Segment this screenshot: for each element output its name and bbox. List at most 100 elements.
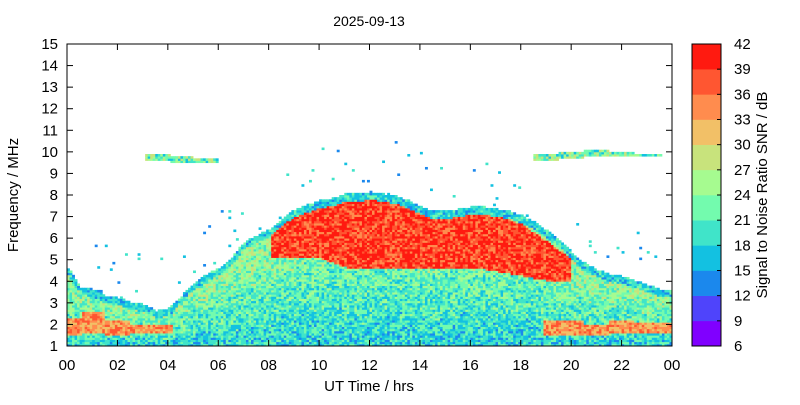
heatmap-cell [119,341,123,345]
heatmap-cell [160,313,164,317]
heatmap-cell [319,205,322,209]
heatmap-cell [117,317,121,321]
heatmap-cell [233,324,237,327]
heatmap-cell [326,264,330,267]
heatmap-cell [94,302,98,306]
heatmap-cell [99,330,103,334]
heatmap-cell [361,235,365,239]
heatmap-cell [230,309,234,312]
heatmap-cell [251,333,254,336]
heatmap-cell [87,287,91,291]
heatmap-cell [319,255,322,258]
heatmap-cell [298,214,302,217]
heatmap-cell [167,158,171,161]
heatmap-cell [349,246,353,250]
heatmap-cell [109,307,113,310]
heatmap-cell [213,276,217,280]
heatmap-cell [72,313,75,317]
heatmap-cell [356,246,360,250]
heatmap-cell [271,311,275,315]
heatmap-cell [235,317,239,321]
heatmap-cell [331,255,335,258]
heatmap-cell [185,311,189,315]
heatmap-cell [273,337,277,340]
heatmap-cell [215,322,219,325]
heatmap-cell [356,311,360,315]
heatmap-cell [137,324,141,327]
heatmap-cell [296,296,300,299]
heatmap-cell [193,294,196,297]
heatmap-cell [215,335,219,338]
heatmap-cell [215,283,219,286]
heatmap-cell [150,324,154,327]
heatmap-cell [240,300,244,304]
heatmap-cell [89,337,93,340]
heatmap-cell [203,315,207,319]
heatmap-cell [288,309,292,312]
heatmap-cell [291,341,295,345]
heatmap-cell [293,214,297,217]
heatmap-cell [145,311,149,315]
heatmap-cell [354,264,358,267]
heatmap-cell [97,339,101,343]
heatmap-cell [132,322,136,325]
heatmap-cell [175,160,179,164]
heatmap-cell [172,341,176,345]
heatmap-cell [303,341,307,345]
heatmap-cell [235,322,239,325]
heatmap-cell [230,287,234,291]
heatmap-cell [334,272,338,276]
heatmap-cell [301,233,305,237]
heatmap-cell [235,320,239,323]
heatmap-cell [263,246,267,250]
heatmap-cell [87,333,91,336]
heatmap-cell [109,339,113,343]
heatmap-cell [200,289,204,293]
heatmap-cell [273,259,277,263]
heatmap-cell [142,324,146,327]
heatmap-cell [359,253,363,256]
heatmap-cell [326,246,330,250]
heatmap-cell [205,330,209,334]
heatmap-cell [117,330,121,334]
heatmap-cell [306,216,310,220]
heatmap-cell [127,328,131,332]
heatmap-cell [296,324,300,327]
heatmap-cell [112,326,116,330]
heatmap-cell [351,298,355,302]
heatmap-cell [291,261,295,265]
heatmap-cell [356,210,360,213]
heatmap-cell [334,240,338,243]
heatmap-cell [67,296,70,299]
heatmap-cell [329,292,333,295]
heatmap-cell [225,270,229,274]
heatmap-cell [339,240,343,243]
heatmap-cell [160,333,164,336]
heatmap-cell [248,296,252,299]
heatmap-cell [127,337,131,340]
heatmap-cell [205,289,209,293]
heatmap-cell [346,255,350,258]
heatmap-cell [266,268,270,271]
heatmap-cell [341,233,345,237]
heatmap-cell [256,270,259,274]
heatmap-cell [319,305,322,308]
heatmap-cell [351,328,355,332]
heatmap-cell [296,300,300,304]
heatmap-cell [336,261,340,265]
heatmap-cell [354,195,358,198]
heatmap-cell [253,335,257,338]
heatmap-cell [276,266,280,269]
heatmap-cell [263,279,267,282]
heatmap-cell [354,326,358,330]
heatmap-cell [329,246,333,250]
heatmap-cell [339,207,343,211]
heatmap-cell [203,274,207,278]
heatmap-cell [346,238,350,241]
heatmap-cell [130,324,133,327]
heatmap-cell [293,218,297,222]
heatmap-cell [119,328,123,332]
heatmap-cell [341,238,345,241]
heatmap-cell [160,339,164,343]
heatmap-cell [309,266,312,269]
